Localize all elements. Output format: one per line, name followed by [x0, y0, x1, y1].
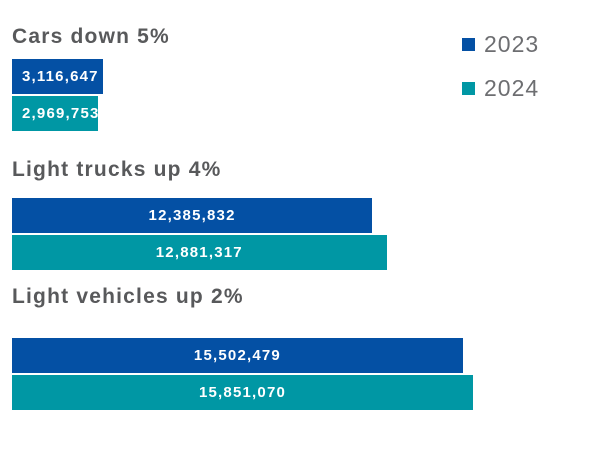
legend-label-2024: 2024 — [484, 75, 540, 101]
group-title-light-trucks: Light trucks up 4% — [12, 158, 222, 181]
bar-cars-2023: 3,116,647 — [12, 59, 103, 94]
bar-value-label: 15,851,070 — [198, 384, 287, 401]
bar-light-vehicles-2024: 15,851,070 — [12, 375, 473, 410]
legend-swatch-2023 — [462, 38, 475, 51]
legend-item-2024: 2024 — [462, 77, 539, 100]
bar-light-trucks-2023: 12,385,832 — [12, 198, 373, 233]
bar-value-label: 15,502,479 — [193, 347, 281, 364]
legend-label-2023: 2023 — [484, 31, 540, 57]
bar-value-label: 12,385,832 — [148, 207, 236, 224]
bar-value-label: 3,116,647 — [22, 68, 99, 85]
bar-light-trucks-2024: 12,881,317 — [12, 235, 387, 270]
legend-swatch-2024 — [462, 82, 475, 95]
bar-value-label: 12,881,317 — [155, 244, 243, 261]
group-title-cars: Cars down 5% — [12, 25, 170, 48]
bar-cars-2024: 2,969,753 — [12, 96, 99, 131]
bar-light-vehicles-2023: 15,502,479 — [12, 338, 463, 373]
bar-value-label: 2,969,753 — [22, 105, 99, 122]
group-title-light-vehicles: Light vehicles up 2% — [12, 285, 244, 308]
legend-item-2023: 2023 — [462, 33, 539, 56]
